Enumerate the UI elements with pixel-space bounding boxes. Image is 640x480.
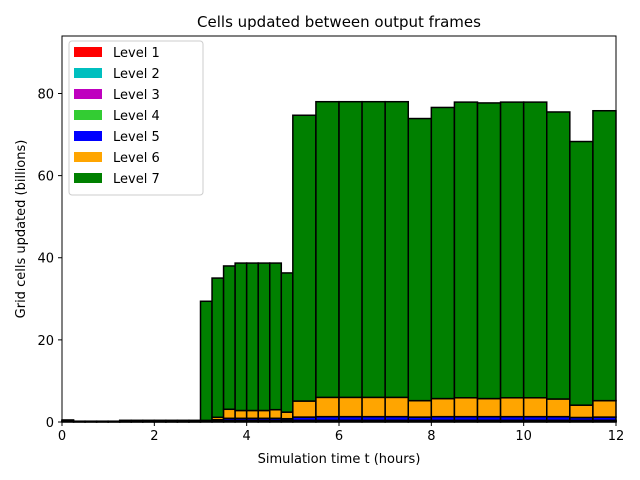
bar-segment-level-7 [522,101,548,399]
x-tick-label: 4 [243,429,251,444]
bar-segment-level-6 [522,397,548,418]
bar-segment-level-7 [476,102,502,400]
bar-segment-level-6 [592,399,617,418]
y-tick-label: 80 [37,87,54,102]
y-tick-label: 0 [46,416,54,431]
legend-label-level-5: Level 5 [113,130,160,145]
y-tick-label: 60 [37,170,54,185]
bar-segment-level-6 [257,409,271,420]
legend-swatch-level-2 [74,68,102,78]
chart-title: Cells updated between output frames [197,13,481,31]
legend-label-level-7: Level 7 [113,172,160,187]
bar-segment-level-6 [546,398,571,418]
bar-segment-level-6 [315,396,340,418]
y-axis: 0 20 40 60 80 [37,87,62,431]
legend-swatch-level-7 [74,173,102,183]
bar-segment-level-7 [338,100,363,399]
bar-segment-level-7 [384,100,410,399]
bar-segment-level-7 [430,106,456,400]
x-tick-label: 2 [150,429,158,444]
legend: Level 1 Level 2 Level 3 Level 4 Level 5 Level… [68,40,204,196]
x-tick-label: 6 [335,429,343,444]
y-axis-title: Grid cells updated (billions) [14,140,29,319]
bar-segment-level-7 [546,111,571,400]
bar-segment-level-6 [476,397,502,418]
bar-segment-level-7 [292,114,317,402]
bar-segment-level-6 [338,396,363,418]
bar-segment-level-7 [222,265,236,411]
bar-segment-level-7 [234,262,248,412]
x-tick-label: 12 [608,429,625,444]
bar-segment-level-7 [211,277,225,419]
y-tick-label: 40 [37,252,54,267]
bar-segment-level-6 [453,397,479,418]
bar-segment-level-6 [407,399,433,418]
legend-swatch-level-1 [74,47,102,57]
bar-segment-level-6 [292,400,317,418]
x-tick-label: 0 [58,429,66,444]
bar-segment-level-7 [592,109,617,402]
legend-label-level-3: Level 3 [113,88,160,103]
bar-segment-level-7 [257,262,271,412]
bar-segment-level-6 [234,409,248,420]
bar-segment-level-7 [407,117,433,402]
bar-segment-level-6 [222,408,236,420]
legend-label-level-1: Level 1 [113,46,160,61]
bar-segment-level-6 [269,408,283,420]
bar-segment-level-6 [361,396,386,418]
bar-segment-level-6 [499,397,525,418]
bar-segment-level-6 [245,409,259,420]
bar-segment-level-7 [269,262,283,411]
x-tick-label: 8 [427,429,435,444]
x-tick-label: 10 [515,429,532,444]
bar-segment-level-6 [569,404,594,419]
bar-segment-level-7 [453,101,479,399]
bar-segment-level-6 [430,397,456,418]
bar-segment-level-6 [280,411,294,420]
legend-swatch-level-5 [74,131,102,141]
bar-segment-level-7 [361,100,386,399]
legend-label-level-4: Level 4 [113,109,160,124]
legend-swatch-level-6 [74,152,102,162]
legend-swatch-level-3 [74,89,102,99]
bar-segment-level-7 [280,272,294,413]
x-axis-title: Simulation time t (hours) [258,452,421,467]
bar-segment-level-7 [569,140,594,406]
bar-segment-level-6 [384,396,410,418]
legend-label-level-6: Level 6 [113,151,160,166]
bar-segment-level-7 [315,100,340,399]
x-axis: 0 2 4 6 8 10 12 [58,422,624,444]
legend-frame [68,40,204,196]
y-tick-label: 20 [37,334,54,349]
legend-swatch-level-4 [74,110,102,120]
bar-segment-level-7 [199,300,213,422]
bar-segment-level-7 [499,101,525,399]
bar-segment-level-7 [245,262,259,412]
legend-label-level-2: Level 2 [113,67,160,82]
